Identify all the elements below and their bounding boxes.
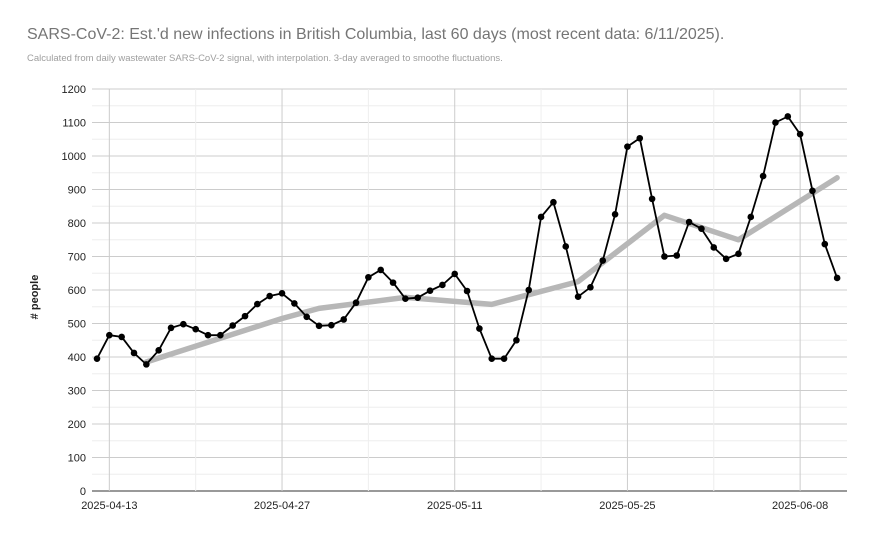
data-point bbox=[661, 253, 668, 260]
data-point bbox=[574, 293, 582, 301]
y-tick-label: 200 bbox=[68, 419, 86, 431]
data-point bbox=[192, 325, 199, 333]
data-point bbox=[599, 257, 607, 264]
gridlines bbox=[92, 88, 847, 492]
data-point bbox=[352, 299, 360, 307]
x-tick-label: 2025-04-13 bbox=[81, 500, 137, 512]
data-point bbox=[278, 290, 286, 297]
data-point bbox=[833, 274, 841, 282]
trend-line bbox=[143, 175, 840, 365]
data-point bbox=[414, 294, 422, 302]
data-point bbox=[747, 213, 755, 221]
data-point bbox=[809, 187, 816, 195]
y-tick-label: 100 bbox=[68, 453, 86, 465]
data-point bbox=[365, 273, 372, 281]
y-axis-label: # people bbox=[29, 275, 41, 320]
data-point bbox=[562, 243, 570, 250]
x-tick-label: 2025-05-25 bbox=[599, 500, 655, 512]
y-tick-label: 600 bbox=[68, 285, 86, 297]
y-tick-label: 500 bbox=[68, 319, 86, 331]
y-tick-label: 300 bbox=[68, 386, 86, 398]
x-tick-label: 2025-05-11 bbox=[427, 500, 482, 512]
data-point bbox=[93, 355, 101, 362]
y-tick-label: 1000 bbox=[62, 151, 86, 163]
y-tick-label: 1200 bbox=[62, 84, 86, 96]
x-tick-label: 2025-04-27 bbox=[254, 500, 310, 512]
data-point bbox=[328, 321, 335, 329]
data-point bbox=[722, 255, 730, 263]
data-point bbox=[500, 355, 508, 362]
data-point bbox=[217, 331, 224, 339]
data-point bbox=[266, 292, 273, 300]
x-tick-label: 2025-06-08 bbox=[772, 500, 828, 512]
y-tick-label: 700 bbox=[68, 252, 86, 264]
data-point bbox=[784, 113, 792, 120]
data-point bbox=[130, 349, 138, 357]
data-point bbox=[315, 322, 323, 330]
data-point bbox=[796, 130, 804, 138]
data-point bbox=[426, 287, 434, 294]
data-point bbox=[673, 252, 681, 259]
data-point bbox=[611, 210, 619, 218]
data-point bbox=[439, 281, 446, 289]
data-point bbox=[772, 119, 779, 126]
data-point bbox=[537, 213, 545, 221]
data-point bbox=[648, 195, 656, 203]
data-point bbox=[636, 134, 644, 142]
chart-subtitle: Calculated from daily wastewater SARS-Co… bbox=[27, 53, 503, 64]
series bbox=[93, 113, 841, 368]
y-tick-label: 0 bbox=[80, 486, 86, 498]
data-point bbox=[204, 331, 212, 339]
data-point bbox=[710, 244, 718, 251]
chart-title: SARS-CoV-2: Est.'d new infections in Bri… bbox=[27, 26, 725, 43]
data-point bbox=[241, 312, 249, 320]
data-point bbox=[488, 355, 496, 362]
data-point bbox=[735, 250, 742, 258]
y-tick-label: 1100 bbox=[62, 118, 86, 130]
daily-infections-line bbox=[96, 115, 838, 366]
data-point bbox=[685, 218, 693, 226]
data-point bbox=[291, 300, 298, 307]
data-point bbox=[451, 270, 459, 278]
data-point bbox=[389, 279, 397, 286]
data-point bbox=[698, 225, 705, 232]
y-tick-label: 900 bbox=[68, 185, 86, 197]
data-point bbox=[229, 322, 236, 329]
data-point bbox=[155, 347, 162, 354]
data-point bbox=[143, 361, 150, 368]
data-point bbox=[476, 325, 483, 332]
data-point bbox=[587, 284, 594, 291]
data-point bbox=[550, 198, 557, 206]
data-point bbox=[167, 324, 175, 332]
data-point bbox=[180, 320, 187, 328]
data-point bbox=[106, 331, 113, 339]
data-point bbox=[377, 266, 385, 274]
axes: 0 100 200 300 400 500 600 700 800 900 1000 1100 1200… bbox=[62, 84, 829, 512]
y-tick-label: 800 bbox=[68, 218, 86, 230]
data-point bbox=[463, 287, 471, 295]
data-point bbox=[254, 300, 261, 308]
data-point bbox=[759, 172, 767, 180]
data-point bbox=[624, 143, 631, 150]
data-point bbox=[303, 313, 311, 321]
data-point bbox=[513, 336, 520, 344]
data-point bbox=[340, 316, 348, 323]
data-point bbox=[118, 333, 125, 341]
data-point bbox=[821, 240, 829, 248]
data-point bbox=[525, 286, 533, 294]
y-tick-label: 400 bbox=[68, 352, 86, 364]
data-point bbox=[402, 295, 409, 303]
